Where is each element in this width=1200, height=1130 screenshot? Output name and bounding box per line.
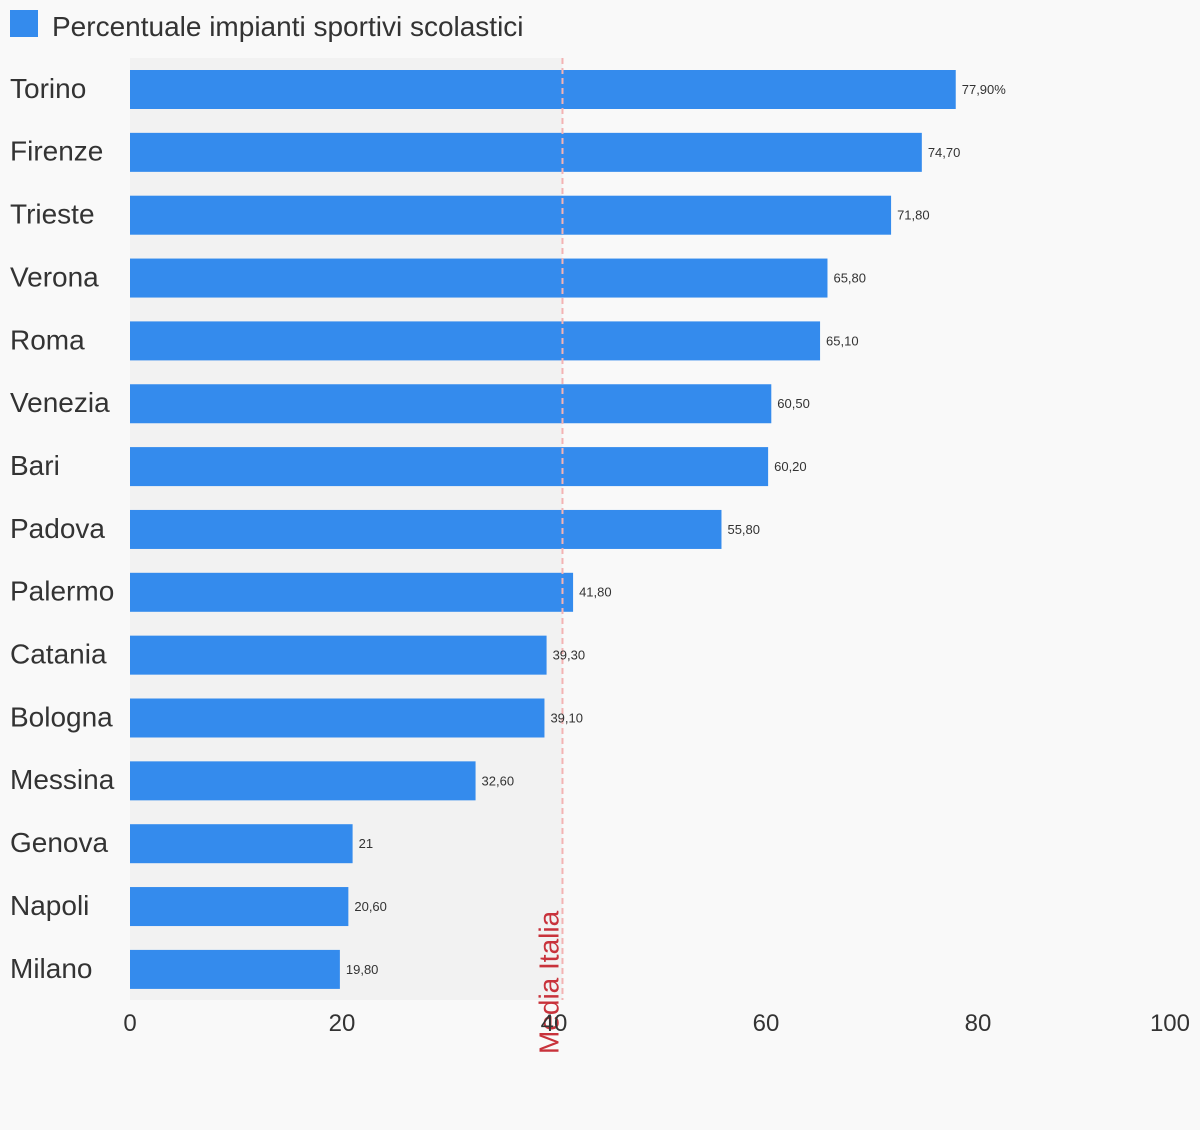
data-label: 32,60 — [482, 773, 515, 788]
category-label: Milano — [10, 953, 92, 984]
bar[interactable] — [130, 572, 574, 612]
x-axis-ticks-layer: 0 20 40 60 80 100 — [123, 1010, 1190, 1037]
data-label: 39,10 — [550, 710, 583, 725]
category-label: Bari — [10, 450, 60, 481]
category-label: Firenze — [10, 136, 103, 167]
bar[interactable] — [130, 321, 821, 361]
bar[interactable] — [130, 509, 722, 549]
data-label: 60,50 — [777, 396, 810, 411]
category-labels-layer: Torino Firenze Trieste Verona Roma Venezia Bar… — [10, 73, 115, 984]
data-label: 19,80 — [346, 962, 379, 977]
legend-label: Percentuale impianti sportivi scolastici — [52, 11, 524, 42]
bar[interactable] — [130, 761, 476, 801]
legend-swatch — [10, 10, 38, 37]
bar[interactable] — [130, 132, 922, 172]
data-label: 20,60 — [354, 899, 387, 914]
category-label: Padova — [10, 513, 105, 544]
category-label: Messina — [10, 764, 115, 795]
category-label: Trieste — [10, 199, 95, 230]
data-label: 74,70 — [928, 145, 961, 160]
x-tick-label: 0 — [123, 1010, 136, 1037]
category-label: Genova — [10, 827, 108, 858]
category-label: Torino — [10, 73, 86, 104]
category-label: Venezia — [10, 387, 110, 418]
bar[interactable] — [130, 384, 772, 424]
x-tick-label: 60 — [753, 1010, 780, 1037]
category-label: Palermo — [10, 576, 114, 607]
legend[interactable]: Percentuale impianti sportivi scolastici — [10, 10, 524, 42]
data-label: 41,80 — [579, 585, 612, 600]
category-label: Napoli — [10, 890, 89, 921]
category-label: Verona — [10, 261, 99, 292]
bar[interactable] — [130, 698, 545, 738]
average-reference-label: Media Italia — [533, 910, 564, 1054]
data-label: 71,80 — [897, 208, 930, 223]
x-tick-label: 80 — [965, 1010, 992, 1037]
x-tick-label: 40 — [541, 1010, 568, 1037]
data-label: 21 — [359, 836, 373, 851]
data-label: 65,80 — [833, 270, 866, 285]
bar[interactable] — [130, 949, 340, 989]
bar[interactable] — [130, 195, 892, 235]
data-label: 77,90% — [962, 82, 1007, 97]
bar[interactable] — [130, 70, 956, 109]
bar[interactable] — [130, 258, 828, 298]
data-label: 65,10 — [826, 333, 859, 348]
category-label: Bologna — [10, 701, 113, 732]
category-label: Catania — [10, 639, 107, 670]
data-label: 39,30 — [553, 648, 586, 663]
bar[interactable] — [130, 824, 353, 864]
bars-layer — [130, 70, 956, 989]
reference-line-layer: Media Italia — [533, 58, 564, 1054]
x-tick-label: 100 — [1150, 1010, 1190, 1037]
bar[interactable] — [130, 635, 547, 675]
bar[interactable] — [130, 887, 349, 927]
x-tick-label: 20 — [329, 1010, 356, 1037]
data-label: 55,80 — [727, 522, 760, 537]
category-label: Roma — [10, 324, 85, 355]
bar[interactable] — [130, 447, 769, 487]
value-labels-layer: 77,90% 74,70 71,80 65,80 65,10 60,50 60,20 55,8… — [346, 82, 1006, 977]
data-label: 60,20 — [774, 459, 807, 474]
